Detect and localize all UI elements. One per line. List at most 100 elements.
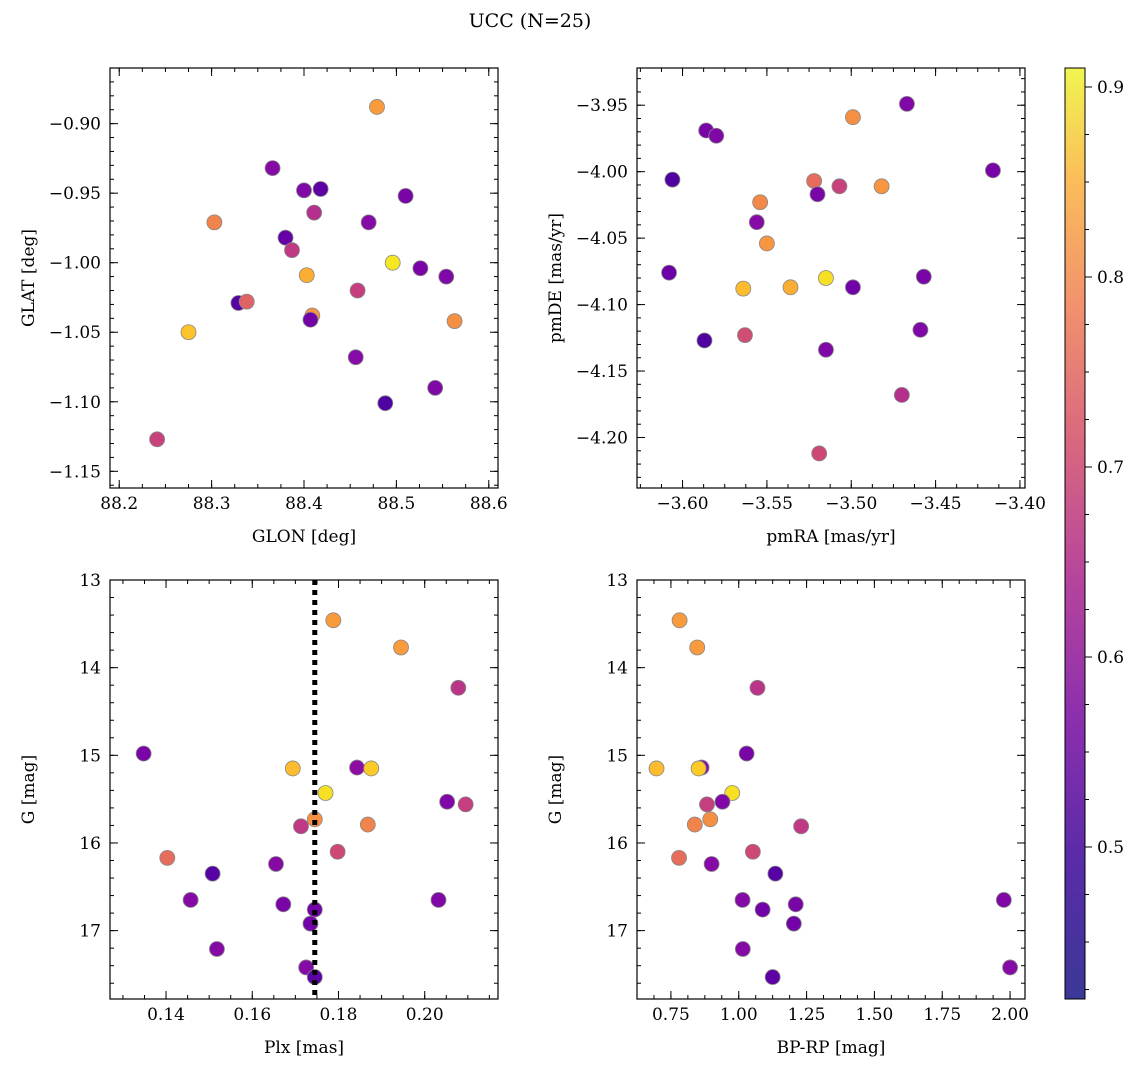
colorbar-gradient	[1064, 67, 1086, 1000]
data-point	[430, 892, 447, 908]
data-point	[671, 612, 688, 629]
data-point	[369, 99, 385, 115]
data-point	[135, 745, 152, 762]
data-point	[686, 816, 703, 833]
data-point	[159, 849, 176, 866]
data-point	[664, 171, 681, 188]
data-point	[661, 264, 677, 281]
data-point	[748, 214, 765, 231]
y-axis-label: pmDE [mas/yr]	[546, 213, 566, 343]
x-axis-label: GLON [deg]	[252, 527, 356, 547]
data-point	[182, 892, 199, 908]
x-tick-label: 0.20	[406, 1005, 444, 1025]
colorbar-tick-label: 0.9	[1097, 78, 1124, 98]
data-point	[985, 162, 1001, 179]
data-point	[818, 270, 834, 286]
data-point	[995, 892, 1012, 908]
x-tick-label: 88.6	[470, 494, 508, 514]
data-point	[831, 178, 848, 195]
data-point	[702, 811, 719, 828]
data-point	[1002, 959, 1018, 976]
data-point	[347, 349, 364, 366]
data-point	[284, 760, 301, 777]
data-point	[302, 915, 319, 932]
data-point	[268, 856, 284, 872]
x-tick-label: 1.25	[788, 1005, 826, 1025]
data-point	[377, 395, 394, 412]
data-point	[787, 896, 804, 913]
data-point	[696, 332, 713, 349]
y-axis-label: GLAT [deg]	[19, 229, 39, 327]
data-point	[893, 387, 910, 403]
data-point	[438, 268, 455, 285]
data-point	[317, 785, 334, 801]
data-point	[758, 235, 775, 252]
data-point	[689, 639, 706, 656]
colorbar-tick-label: 0.7	[1097, 458, 1124, 478]
data-point	[648, 760, 665, 777]
data-point	[275, 896, 292, 913]
data-point	[809, 186, 826, 203]
data-point	[393, 639, 409, 656]
x-axis-label: Plx [mas]	[264, 1038, 344, 1058]
data-point	[264, 160, 281, 177]
data-point	[734, 941, 751, 957]
y-tick-label: 16	[606, 834, 628, 854]
data-point	[384, 254, 401, 271]
data-point	[912, 321, 929, 338]
plot-frame	[636, 579, 1026, 1000]
data-point	[782, 279, 799, 296]
data-point	[737, 327, 753, 344]
data-point	[363, 760, 380, 777]
data-point	[818, 341, 834, 358]
x-axis-label: BP-RP [mag]	[777, 1038, 886, 1058]
data-point	[764, 969, 781, 985]
data-point	[359, 816, 376, 833]
x-tick-label: −3.60	[656, 494, 708, 514]
y-tick-label: −0.90	[49, 115, 101, 135]
y-tick-label: 13	[606, 571, 628, 591]
y-tick-label: 17	[79, 922, 101, 942]
data-point	[806, 173, 823, 189]
data-point	[744, 843, 761, 860]
colorbar: 0.5 0.6 0.7 0.8 0.9	[1064, 67, 1124, 1000]
panel-glon-glat: 88.2 88.3 88.4 88.5 88.6 −0.90 −0.95 −1.00 −1.05…	[19, 67, 508, 547]
data-point	[204, 865, 221, 882]
y-tick-label: 16	[79, 834, 101, 854]
x-tick-label: 0.14	[147, 1005, 185, 1025]
data-point	[293, 818, 309, 835]
y-tick-label: −1.15	[49, 462, 101, 482]
data-point	[845, 109, 861, 126]
data-point	[412, 260, 429, 277]
data-point	[439, 793, 456, 810]
data-point	[149, 431, 166, 448]
y-tick-label: 17	[606, 922, 628, 942]
panel-bprp-g: 0.75 1.00 1.25 1.50 1.75 2.00 13 14 15 16 17 BP-RP …	[546, 571, 1029, 1058]
data-point	[446, 313, 463, 330]
data-point	[699, 796, 715, 813]
data-point	[690, 760, 707, 777]
y-tick-label: 15	[606, 746, 628, 766]
y-tick-label: −4.00	[576, 163, 628, 183]
y-tick-label: −4.10	[576, 296, 628, 316]
data-point	[325, 612, 342, 629]
data-point	[703, 856, 720, 872]
data-point	[749, 679, 766, 696]
y-tick-label: −1.10	[49, 393, 101, 413]
data-point	[427, 379, 444, 396]
data-point	[349, 759, 365, 776]
data-point	[450, 679, 467, 696]
y-axis-label: G [mag]	[19, 755, 39, 824]
data-point	[349, 282, 366, 299]
data-point	[752, 194, 769, 211]
data-point	[298, 267, 315, 284]
y-axis-label: G [mag]	[546, 755, 566, 824]
data-point	[785, 915, 802, 932]
y-tick-label: 14	[79, 659, 101, 679]
y-tick-label: 15	[79, 746, 101, 766]
data-point	[793, 818, 810, 835]
colorbar-tick-label: 0.8	[1097, 268, 1124, 288]
data-point	[714, 793, 731, 810]
data-point	[397, 188, 414, 204]
